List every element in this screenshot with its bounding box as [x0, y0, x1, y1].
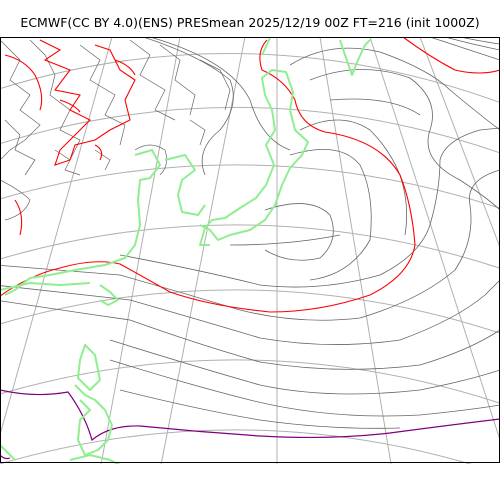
longitude-line — [160, 37, 246, 464]
isobar-red-small — [14, 199, 23, 236]
isobar — [289, 47, 500, 131]
latitude-line — [0, 164, 500, 209]
coastline-japan — [199, 69, 309, 246]
map-title: ECMWF(CC BY 4.0)(ENS) PRESmean 2025/12/1… — [20, 15, 480, 30]
latitude-line — [0, 52, 500, 104]
isobars-gray — [0, 37, 500, 429]
isobar — [0, 169, 500, 321]
coastline-borneo — [0, 444, 16, 461]
weather-map — [0, 37, 500, 464]
isobar — [109, 359, 500, 417]
isobar — [309, 69, 500, 211]
isobar — [119, 389, 401, 429]
coastline-coast — [0, 282, 91, 291]
latitude-line — [0, 106, 500, 154]
isobar-red-main — [0, 39, 416, 313]
coastline-mainland — [4, 149, 161, 296]
longitude-line — [100, 37, 181, 464]
isobar — [229, 234, 341, 246]
isobar — [264, 203, 334, 261]
isobar-purple — [0, 389, 500, 442]
coastline-philippines — [77, 344, 101, 391]
isobars-red — [0, 37, 500, 313]
isobar — [141, 37, 234, 176]
isobar-red-small — [114, 59, 136, 76]
isobar — [119, 127, 500, 288]
isobar — [109, 339, 500, 395]
isobar-red-highs — [39, 39, 136, 166]
isobar-purple-south — [0, 454, 11, 460]
isobar — [444, 37, 500, 51]
longitude-line — [0, 37, 113, 437]
isobar-red-small — [59, 99, 81, 113]
longitude-line — [369, 37, 500, 441]
isobar — [429, 37, 500, 61]
latitude-line — [0, 224, 500, 269]
latitude-line — [0, 359, 500, 404]
isobar-red-small — [94, 144, 103, 161]
coastline-philippines-south — [74, 384, 113, 456]
isobar — [289, 149, 372, 281]
isobar — [149, 37, 291, 151]
isobar — [459, 37, 500, 45]
isobar-red-north — [402, 37, 500, 74]
isobar — [329, 98, 421, 116]
isobar-red-small — [4, 54, 43, 111]
isobar — [299, 119, 408, 236]
coastlines — [0, 37, 371, 464]
latitude-line — [0, 429, 472, 464]
isobar — [0, 300, 500, 370]
longitude-line — [419, 37, 500, 249]
graticule — [0, 37, 500, 464]
coastline-kamchatka — [339, 39, 371, 76]
isobars-continent — [0, 39, 231, 221]
coastline-taiwan — [99, 284, 119, 306]
coastline-sakhalin — [261, 37, 271, 56]
isobar — [0, 279, 500, 345]
latitude-line — [0, 289, 500, 334]
coastline-korea — [164, 154, 206, 216]
longitude-line — [319, 37, 392, 464]
